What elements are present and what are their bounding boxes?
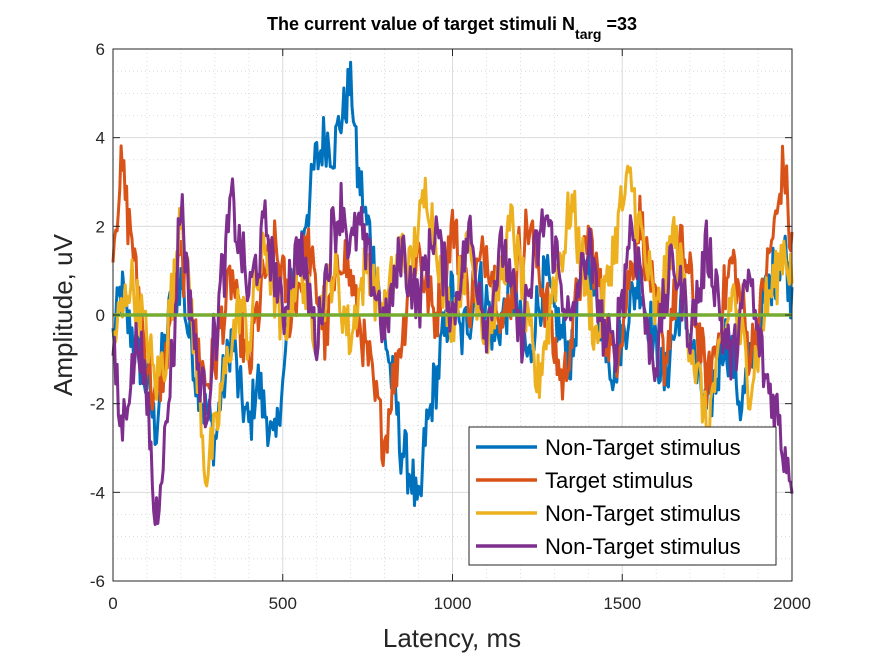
axis-ticks [112,48,793,582]
legend-box [468,426,777,566]
y-tick-label: 0 [96,306,105,325]
legend-label: Target stimulus [545,468,693,493]
x-tick-label: 1000 [434,594,472,613]
x-tick-label: 0 [108,594,117,613]
y-tick-label: 4 [96,129,105,148]
chart-title-main: The current value of target stimuli N [267,14,575,34]
chart-title-subscript: targ [575,26,601,42]
y-tick-label: -2 [90,395,105,414]
legend-label: Non-Target stimulus [545,534,741,559]
legend-items: Non-Target stimulus Target stimulus Non-Ta… [476,435,741,559]
chart-title: The current value of target stimuli Ntar… [267,14,637,42]
y-axis-label: Amplitude, uV [48,233,78,396]
chart-title-suffix: =33 [601,14,637,34]
legend-label: Non-Target stimulus [545,435,741,460]
x-tick-label: 1500 [603,594,641,613]
series-line-4 [111,177,794,526]
legend-label: Non-Target stimulus [545,501,741,526]
legend: Non-Target stimulus Target stimulus Non-Ta… [468,426,777,566]
tick-labels: 0 500 1000 1500 2000 -6 -4 -2 0 2 4 6 [90,40,811,613]
y-tick-label: -4 [90,483,105,502]
x-axis-label: Latency, ms [383,623,521,653]
x-tick-label: 2000 [773,594,811,613]
x-tick-label: 500 [269,594,297,613]
y-tick-label: -6 [90,572,105,591]
series-layer [111,60,794,526]
y-tick-label: 6 [96,40,105,59]
y-tick-label: 2 [96,217,105,236]
